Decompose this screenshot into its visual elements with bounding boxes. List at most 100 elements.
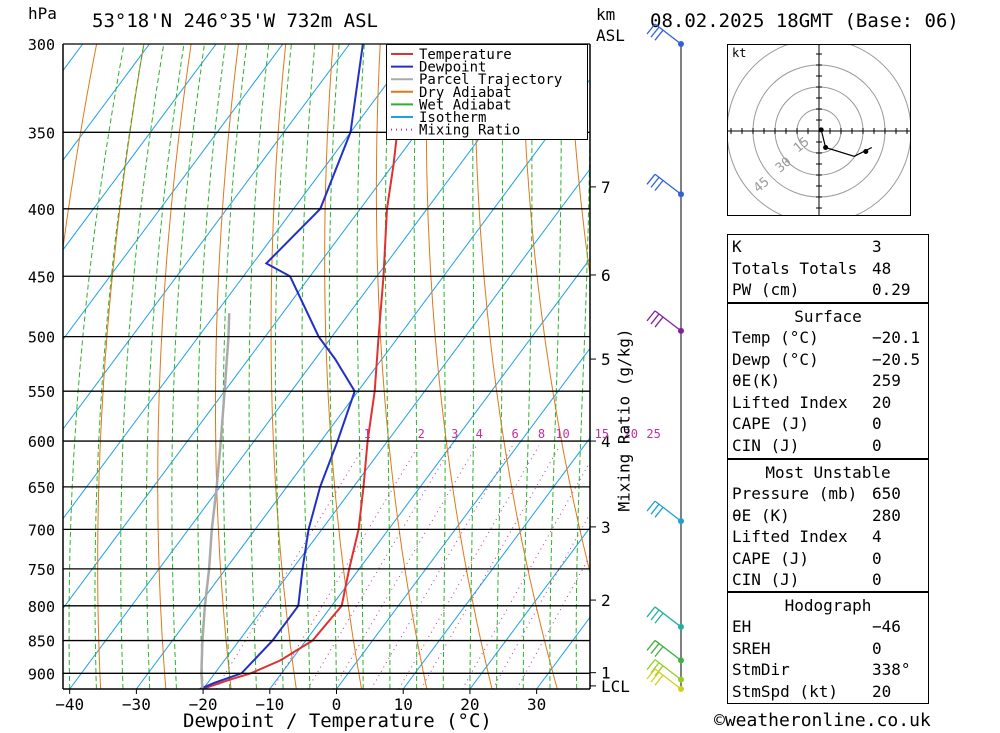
surface-value: −20.5 (872, 349, 921, 369)
pressure-tick-label: 600 (28, 433, 55, 451)
wet-adiabat-line (222, 44, 248, 689)
mixing-ratio-label: 2 (418, 427, 425, 441)
mixing-ratio-label: 4 (476, 427, 483, 441)
isotherm-line (336, 347, 590, 689)
wet-adiabat-line (196, 44, 226, 689)
dry-adiabat-line (215, 44, 239, 689)
hodograph-value: 338° (872, 660, 911, 680)
wet-adiabat-line (68, 44, 125, 689)
wet-adiabat-line (171, 44, 205, 689)
pressure-tick-label: 450 (28, 268, 55, 286)
mixing-ratio-line (370, 445, 513, 689)
wet-adiabat-line (413, 44, 418, 689)
wet-adiabat-line (145, 44, 185, 689)
wind-barb (646, 668, 682, 690)
surface-row: Temp (°C) −20.1 (732, 328, 924, 349)
pressure-unit-label: hPa (28, 4, 57, 23)
surface-label: CIN (J) (732, 436, 800, 455)
index-value: 3 (872, 237, 882, 256)
hodograph-unit-label: kt (732, 46, 747, 60)
pressure-tick-label: 400 (28, 201, 55, 219)
wet-adiabat-line (248, 44, 270, 689)
mixing-ratio-line (398, 445, 540, 689)
pressure-tick-label: 500 (28, 329, 55, 347)
km-unit-label: km (596, 5, 616, 24)
surface-value: 0 (872, 414, 882, 434)
surface-label: Temp (°C) (732, 328, 819, 347)
mixing-ratio-axis-label: Mixing Ratio (g/kg) (614, 328, 634, 512)
most-unstable-label: Pressure (mb) (732, 484, 858, 503)
pressure-tick-label: 550 (28, 383, 55, 401)
most-unstable-table: Most Unstable Pressure (mb) 650 θE (K) 280 L… (727, 459, 929, 592)
isotherm-line (69, 44, 551, 689)
dry-adiabat-line (157, 44, 192, 689)
hodograph-point (818, 127, 824, 133)
most-unstable-value: 0 (872, 548, 882, 568)
wet-adiabat-line (549, 44, 563, 689)
wet-adiabat-line (328, 44, 340, 689)
wet-adiabat-line (94, 44, 145, 689)
hodograph-value: −46 (872, 617, 901, 636)
km-tick-label: 5 (601, 350, 611, 369)
legend-label: Temperature (419, 47, 512, 63)
most-unstable-label: Lifted Index (732, 527, 848, 547)
temperature-line (202, 44, 497, 689)
isotherm-line (63, 44, 350, 430)
mixing-ratio-label: 1 (364, 427, 371, 441)
hodograph-point (863, 149, 869, 154)
mixing-ratio-label: 3 (451, 427, 458, 441)
hodograph-row: StmDir 338° (732, 660, 924, 681)
most-unstable-label: θE (K) (732, 505, 790, 525)
wet-adiabat-line (469, 44, 475, 689)
hodograph-row: EH −46 (732, 617, 924, 638)
surface-value: 20 (872, 392, 892, 412)
hodograph-table-title: Hodograph (784, 596, 872, 615)
km-tick-label: 2 (601, 591, 611, 610)
hodograph-row: SREH 0 (732, 639, 924, 660)
wet-adiabat-line (442, 44, 446, 689)
index-value: 48 (872, 258, 892, 278)
hodograph-panel: 15 30 45 kt (726, 38, 912, 224)
index-label: K (732, 237, 742, 256)
hodograph-point (823, 145, 829, 150)
wet-adiabat-line (496, 44, 504, 689)
pressure-tick-label: 300 (28, 36, 55, 54)
pressure-tick-label: 750 (28, 561, 55, 579)
x-tick-label: −10 (255, 695, 284, 714)
surface-table: Surface Temp (°C) −20.1 Dewp (°C) −20.5 θE(K… (727, 303, 929, 459)
wet-adiabat-line (274, 44, 292, 689)
index-row: PW (cm) 0.29 (732, 280, 924, 301)
isotherm-line (63, 44, 484, 610)
most-unstable-row: Lifted Index 4 (732, 527, 924, 548)
legend-label: Wet Adiabat (419, 97, 512, 113)
isotherm-line (63, 44, 284, 341)
surface-title: Surface (794, 307, 862, 326)
x-tick-label: −40 (55, 695, 84, 714)
credit-link[interactable]: ©weatheronline.co.uk (714, 710, 931, 731)
wet-adiabat-line (575, 80, 590, 689)
most-unstable-value: 650 (872, 484, 901, 503)
most-unstable-value: 280 (872, 505, 901, 525)
x-tick-label: 30 (527, 695, 546, 714)
most-unstable-row: CAPE (J) 0 (732, 549, 924, 570)
isotherm-line (63, 44, 417, 520)
surface-label: Lifted Index (732, 392, 848, 412)
surface-row: Lifted Index 20 (732, 393, 924, 414)
wet-adiabat-line (356, 44, 365, 689)
mixing-ratio-line (420, 445, 561, 689)
legend-label: Dry Adiabat (419, 85, 512, 101)
pressure-tick-label: 700 (28, 521, 55, 539)
x-tick-label: 10 (394, 695, 413, 714)
dry-adiabat-line (375, 44, 428, 689)
skew-t-chart: 300350400450500550600650700750800850900−… (28, 23, 700, 714)
indices-table: K 3 Totals Totals 48 PW (cm) 0.29 (727, 234, 929, 303)
wind-barb (646, 500, 682, 522)
hodograph-value: 20 (872, 681, 892, 701)
hodograph-trace (820, 129, 873, 157)
hodograph-label: EH (732, 617, 752, 636)
mixing-ratio-label: 15 (595, 427, 609, 441)
isotherm-line (670, 44, 700, 689)
most-unstable-row: θE (K) 280 (732, 506, 924, 527)
pressure-tick-label: 650 (28, 479, 55, 497)
